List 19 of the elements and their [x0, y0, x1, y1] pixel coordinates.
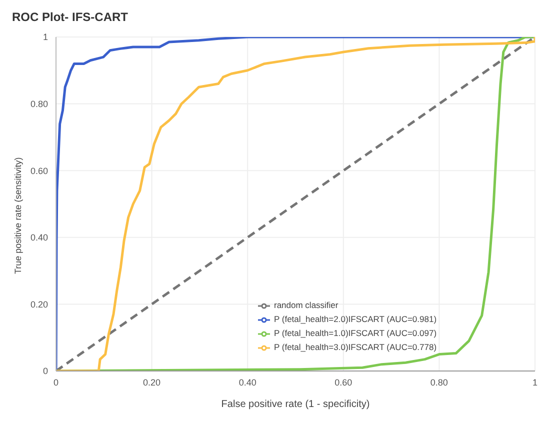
x-tick-label: 0 — [53, 377, 59, 388]
legend-label: P (fetal_health=2.0)IFSCART (AUC=0.981) — [274, 314, 437, 324]
y-tick-label: 1 — [42, 32, 48, 42]
x-tick-label: 0.20 — [143, 377, 161, 388]
x-tick-label: 1 — [532, 377, 538, 388]
legend-label: P (fetal_health=3.0)IFSCART (AUC=0.778) — [274, 342, 437, 352]
y-tick-label: 0.80 — [30, 98, 48, 109]
legend-label: random classifier — [274, 300, 338, 310]
legend-label: P (fetal_health=1.0)IFSCART (AUC=0.097) — [274, 328, 437, 338]
y-tick-label: 0.60 — [30, 166, 48, 176]
x-tick-label: 0.80 — [430, 377, 448, 388]
x-axis-title: False positive rate (1 - specificity) — [221, 399, 370, 410]
y-tick-label: 0.20 — [30, 299, 48, 310]
x-tick-label: 0.40 — [238, 377, 256, 388]
chart-title: ROC Plot- IFS-CART — [12, 10, 128, 24]
x-tick-label: 0.60 — [334, 377, 352, 388]
y-tick-label: 0 — [42, 366, 48, 376]
y-tick-label: 0.40 — [30, 232, 48, 243]
y-axis-title: True positive rate (sensitivity) — [13, 157, 24, 274]
